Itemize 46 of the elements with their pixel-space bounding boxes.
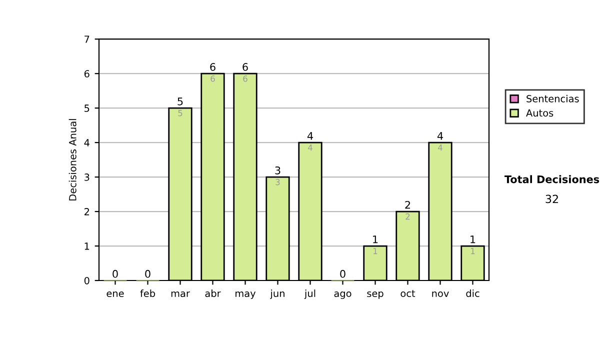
text: Total Decisiones	[504, 175, 600, 184]
y-tick-label: 5	[84, 104, 90, 112]
data-label: 1	[374, 248, 378, 254]
total-label: 6	[210, 63, 216, 71]
data-label: 6	[210, 75, 215, 82]
total-label: 3	[275, 166, 280, 174]
total-label: 4	[437, 132, 443, 140]
y-tick-label: 7	[84, 36, 90, 43]
x-tick-label: nov	[432, 291, 449, 298]
total-label: 6	[242, 63, 248, 71]
total-label: 0	[112, 270, 118, 278]
total-label: 1	[373, 236, 378, 244]
y-tick-label: 2	[84, 208, 89, 216]
data-label: 3	[276, 178, 280, 186]
x-tick-label: dic	[466, 290, 480, 298]
total-label: 0	[145, 270, 150, 278]
total-label: 2	[405, 200, 410, 209]
x-tick-label: jul	[304, 290, 316, 299]
y-tick-label: 0	[84, 276, 90, 284]
legend-label: Autos	[526, 109, 554, 117]
data-label: 4	[438, 144, 442, 151]
legend-label: Sentencias	[526, 94, 579, 102]
data-label: 2	[406, 213, 410, 220]
y-tick-label: 6	[84, 70, 90, 78]
total-label: 4	[307, 132, 313, 140]
data-label: 1	[471, 248, 475, 254]
y-tick-label: 4	[84, 139, 90, 146]
text: 32	[546, 194, 558, 204]
y-tick-label: 1	[84, 242, 90, 250]
y-tick-label: 3	[84, 174, 90, 181]
data-label: 4	[308, 144, 312, 151]
data-label: 6	[243, 75, 248, 82]
x-tick-label: abr	[205, 290, 221, 298]
x-tick-label: feb	[140, 290, 156, 298]
x-tick-label: oct	[400, 290, 416, 298]
data-label: 5	[178, 110, 182, 116]
x-tick-label: ene	[106, 291, 124, 298]
y-axis-title: Decisiones Anual	[68, 119, 76, 200]
total-label: 5	[178, 98, 183, 106]
total-label: 1	[470, 236, 476, 244]
x-tick-label: sep	[367, 291, 384, 299]
x-tick-label: may	[236, 291, 256, 299]
x-tick-label: mar	[171, 291, 190, 298]
total-label: 0	[340, 270, 346, 278]
x-tick-label: ago	[334, 291, 352, 299]
x-tick-label: jun	[270, 290, 284, 299]
